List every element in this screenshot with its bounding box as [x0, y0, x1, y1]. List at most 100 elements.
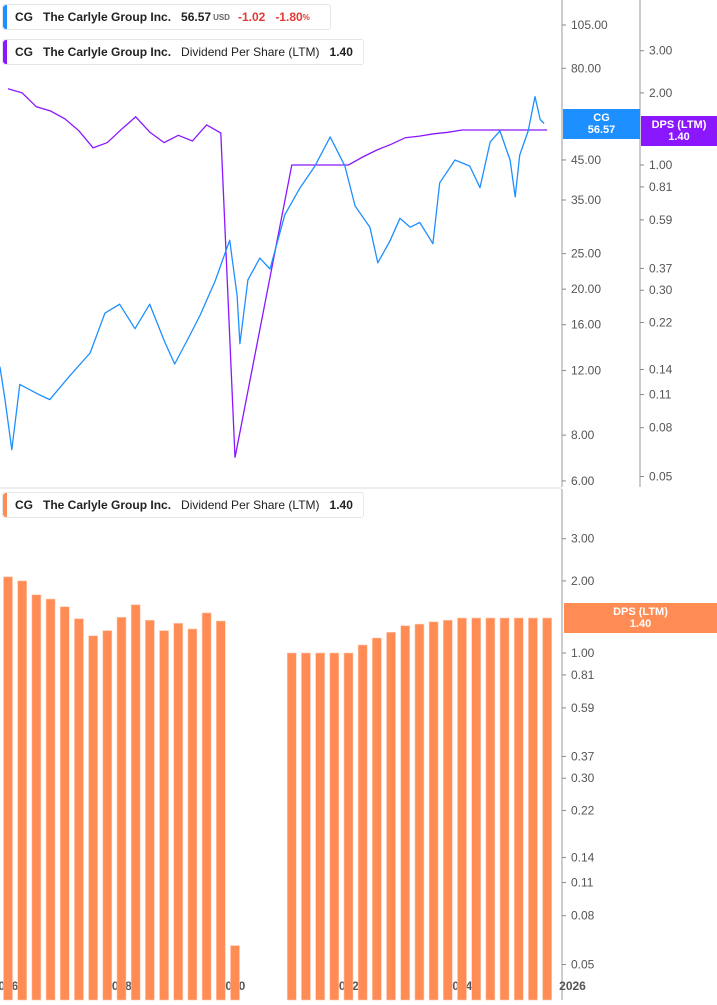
dps-bar	[145, 619, 155, 1001]
dps-bar	[230, 945, 240, 1001]
dps-tick-label: 0.37	[649, 261, 673, 275]
dps-bar	[3, 576, 13, 1001]
legend-dps-bottom[interactable]: CG The Carlyle Group Inc. Dividend Per S…	[2, 492, 364, 518]
bottom-y-tick-label: 0.59	[571, 701, 595, 715]
bottom-y-tick-label: 3.00	[571, 532, 595, 546]
legend-value: 1.40	[329, 498, 353, 512]
legend-color-stripe	[3, 40, 7, 64]
legend-company: The Carlyle Group Inc.	[43, 498, 172, 512]
dps-bar	[400, 625, 411, 1001]
dps-bar	[17, 580, 27, 1001]
dps-tick-label: 0.81	[649, 180, 673, 194]
x-tick-label: 2026	[559, 979, 586, 993]
legend-value: 1.40	[329, 45, 353, 59]
bottom-y-tick-label: 0.37	[571, 749, 595, 763]
dps-line	[7, 88, 548, 458]
legend-company: The Carlyle Group Inc.	[43, 45, 172, 59]
dps-bar	[513, 617, 524, 1001]
dps-bar	[528, 617, 538, 1001]
dps-tag-value: 1.40	[668, 131, 690, 143]
dps-bar	[187, 628, 198, 1001]
dps-tick-label: 0.30	[649, 283, 673, 297]
dps-top-tag: DPS (LTM) 1.40	[641, 116, 717, 146]
dps-tag-value: 1.40	[629, 618, 652, 630]
legend-ticker: CG	[15, 10, 33, 24]
price-tag-value: 56.57	[587, 124, 616, 136]
legend-color-stripe	[3, 5, 7, 29]
dps-bar	[485, 617, 496, 1001]
dps-bottom-tag: DPS (LTM) 1.40	[564, 603, 717, 633]
price-tick-label: 12.00	[571, 364, 601, 378]
dps-bar	[542, 617, 552, 1001]
dps-tick-label: 0.22	[649, 315, 673, 329]
dps-bar	[499, 617, 510, 1001]
legend-pct-sign: %	[302, 12, 310, 22]
dps-tick-label: 3.00	[649, 44, 673, 58]
dps-bar	[386, 632, 396, 1001]
legend-metric: Dividend Per Share (LTM)	[181, 45, 320, 59]
price-tick-label: 20.00	[571, 282, 601, 296]
dps-tick-label: 1.00	[649, 158, 673, 172]
price-tick-label: 16.00	[571, 318, 601, 332]
dps-tick-label: 0.14	[649, 362, 673, 376]
dps-bar	[357, 644, 368, 1001]
dps-bar	[45, 598, 56, 1001]
dps-bar	[216, 620, 226, 1001]
dps-tick-label: 0.11	[649, 388, 672, 402]
legend-ticker: CG	[15, 498, 33, 512]
bottom-y-tick-label: 0.14	[571, 850, 595, 864]
legend-company: The Carlyle Group Inc.	[43, 10, 172, 24]
price-tick-label: 6.00	[571, 474, 595, 488]
legend-metric: Dividend Per Share (LTM)	[181, 498, 320, 512]
bottom-y-tick-label: 0.81	[571, 668, 595, 682]
dps-tag-title: DPS (LTM)	[651, 119, 707, 131]
legend-ticker: CG	[15, 45, 33, 59]
legend-price[interactable]: CG The Carlyle Group Inc. 56.57 USD -1.0…	[2, 4, 331, 30]
dps-bar	[74, 618, 84, 1001]
legend-color-stripe	[3, 493, 7, 517]
dps-tick-label: 0.59	[649, 213, 673, 227]
dps-bar	[343, 652, 354, 1001]
dps-tick-label: 0.05	[649, 470, 673, 484]
dps-bar	[159, 630, 169, 1001]
dps-bar	[471, 617, 481, 1001]
price-tick-label: 80.00	[571, 61, 601, 75]
dps-bar	[372, 637, 382, 1001]
dps-bar	[173, 623, 184, 1001]
price-tag: CG 56.57	[563, 109, 640, 139]
dps-tick-label: 2.00	[649, 86, 673, 100]
price-tick-label: 45.00	[571, 153, 601, 167]
price-tick-label: 105.00	[571, 18, 608, 32]
dps-bar	[301, 652, 311, 1001]
dps-bar	[201, 612, 212, 1001]
dps-bar	[315, 652, 325, 1001]
price-tick-label: 25.00	[571, 247, 601, 261]
legend-change-pct: -1.80	[275, 10, 303, 24]
bottom-y-tick-label: 2.00	[571, 574, 595, 588]
price-tick-label: 35.00	[571, 193, 601, 207]
dps-bar	[428, 621, 439, 1001]
bottom-y-tick-label: 0.22	[571, 803, 595, 817]
dps-bar	[102, 630, 113, 1001]
legend-dps-top[interactable]: CG The Carlyle Group Inc. Dividend Per S…	[2, 39, 364, 65]
legend-price-value: 56.57	[181, 10, 212, 24]
bottom-y-tick-label: 1.00	[571, 646, 595, 660]
bottom-y-tick-label: 0.05	[571, 958, 595, 972]
dps-bar	[329, 652, 340, 1001]
dps-bar	[457, 617, 467, 1001]
dps-bar	[414, 623, 425, 1001]
price-tag-title: CG	[593, 112, 610, 124]
dps-tag-title: DPS (LTM)	[613, 606, 668, 618]
dps-bar	[130, 604, 141, 1001]
dps-bar	[31, 594, 42, 1001]
legend-change: -1.02	[237, 10, 266, 24]
dps-bar	[116, 616, 127, 1001]
dps-tick-label: 0.08	[649, 421, 673, 435]
price-line	[0, 95, 545, 451]
price-tick-label: 8.00	[571, 428, 595, 442]
dps-bar	[88, 635, 98, 1001]
bottom-y-tick-label: 0.08	[571, 909, 595, 923]
dps-bar	[443, 619, 453, 1001]
